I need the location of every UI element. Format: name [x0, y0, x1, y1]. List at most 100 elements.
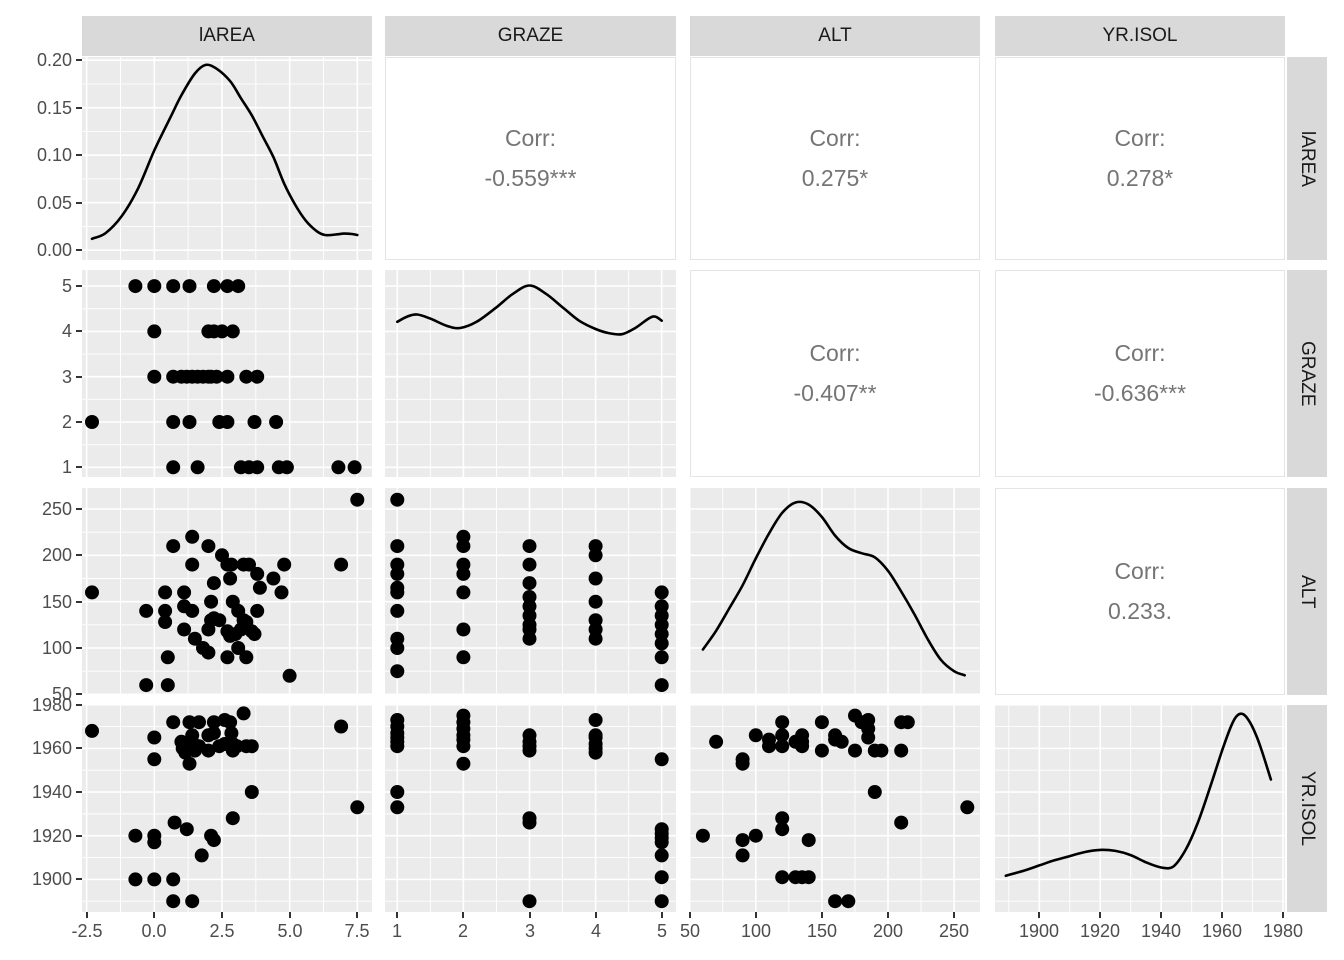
row-strip-label: ALT — [1297, 574, 1318, 609]
y-axis-tick-label: 1 — [61, 457, 72, 477]
corr-value: -0.636*** — [1093, 380, 1187, 406]
x-tick-mark — [689, 912, 691, 918]
row-strip-label: YR.ISOL — [1297, 771, 1318, 846]
x-axis-tick-label: 1920 — [1079, 921, 1121, 941]
row-strip-graze: GRAZE — [1287, 270, 1327, 477]
y-tick-mark — [76, 835, 82, 837]
y-axis-tick-label: 100 — [41, 638, 72, 658]
x-axis-tick-label: 100 — [740, 921, 772, 941]
y-tick-mark — [76, 249, 82, 251]
x-tick-mark — [1221, 912, 1223, 918]
y-tick-mark — [76, 508, 82, 510]
scatter-points — [85, 706, 365, 909]
y-tick-mark — [76, 376, 82, 378]
x-axis-tick-label: 1980 — [1262, 921, 1304, 941]
corr-cell-larea-graze: Corr: -0.559*** — [385, 57, 676, 260]
y-axis-tick-label: 4 — [61, 321, 72, 341]
corr-value: 0.275* — [801, 165, 869, 191]
x-axis-tick-label: 1960 — [1201, 921, 1243, 941]
x-axis-tick-label: 200 — [872, 921, 904, 941]
y-axis-tick-label: 1980 — [31, 695, 72, 715]
y-tick-mark — [76, 466, 82, 468]
y-tick-mark — [76, 693, 82, 695]
x-axis-tick-label: 5 — [656, 921, 667, 941]
y-tick-mark — [76, 791, 82, 793]
corr-cell-graze-alt: Corr: -0.407** — [690, 270, 980, 477]
corr-value: -0.407** — [793, 380, 877, 406]
y-tick-mark — [76, 154, 82, 156]
column-strip-label: lAREA — [199, 25, 255, 46]
y-tick-mark — [76, 202, 82, 204]
corr-value: 0.233. — [1108, 598, 1172, 624]
y-tick-mark — [76, 747, 82, 749]
y-axis-tick-label: 2 — [61, 412, 72, 432]
panel-density-alt — [690, 488, 980, 695]
x-axis-tick-label: 7.5 — [344, 921, 370, 941]
corr-value: 0.278* — [1106, 165, 1174, 191]
panel-density-graze — [385, 270, 676, 477]
corr-label: Corr: — [1114, 340, 1166, 366]
y-axis-tick-label: 0.10 — [36, 145, 72, 165]
x-tick-mark — [289, 912, 291, 918]
corr-label: Corr: — [809, 125, 861, 151]
y-tick-mark — [76, 421, 82, 423]
density-curve — [90, 63, 359, 241]
corr-cell-larea-alt: Corr: 0.275* — [690, 57, 980, 260]
panel-scatter-graze-vs-larea — [82, 270, 372, 477]
density-curve — [396, 284, 663, 336]
y-axis-tick-label: 1900 — [31, 869, 72, 889]
corr-cell-alt-yrisol: Corr: 0.233. — [995, 488, 1285, 695]
y-axis-tick-label: 0.15 — [36, 98, 72, 118]
column-strip-larea: lAREA — [82, 16, 372, 56]
column-strip-label: YR.ISOL — [1102, 25, 1178, 46]
x-tick-mark — [887, 912, 889, 918]
panel-scatter-yrisol-vs-larea — [82, 705, 372, 912]
row-strip-label: GRAZE — [1297, 340, 1318, 407]
row-strip-label: lAREA — [1297, 130, 1318, 187]
corr-cell-graze-yrisol: Corr: -0.636*** — [995, 270, 1285, 477]
x-tick-mark — [221, 912, 223, 918]
x-tick-mark — [661, 912, 663, 918]
y-axis-tick-label: 5 — [61, 276, 72, 296]
x-tick-mark — [595, 912, 597, 918]
corr-label: Corr: — [809, 340, 861, 366]
x-tick-mark — [821, 912, 823, 918]
y-axis-tick-label: 1960 — [31, 738, 72, 758]
x-tick-mark — [1099, 912, 1101, 918]
x-tick-mark — [529, 912, 531, 918]
x-axis-tick-label: 50 — [679, 921, 701, 941]
x-tick-mark — [86, 912, 88, 918]
y-axis-tick-label: 3 — [61, 367, 72, 387]
x-tick-mark — [462, 912, 464, 918]
x-tick-mark — [153, 912, 155, 918]
corr-value: -0.559*** — [484, 165, 577, 191]
scatter-points — [695, 708, 975, 909]
y-tick-mark — [76, 330, 82, 332]
corr-label: Corr: — [1114, 558, 1166, 584]
row-strip-yrisol: YR.ISOL — [1287, 705, 1327, 912]
x-axis-tick-label: -2.5 — [71, 921, 103, 941]
scatter-points — [390, 492, 669, 693]
x-axis-tick-label: 1900 — [1018, 921, 1060, 941]
row-strip-alt: ALT — [1287, 488, 1327, 695]
panel-scatter-yrisol-vs-alt — [690, 705, 980, 912]
y-axis-tick-label: 0.05 — [36, 193, 72, 213]
y-tick-mark — [76, 59, 82, 61]
y-tick-mark — [76, 107, 82, 109]
corr-cell-larea-yrisol: Corr: 0.278* — [995, 57, 1285, 260]
y-axis-tick-label: 1940 — [31, 782, 72, 802]
scatter-points — [390, 708, 669, 909]
y-axis-tick-label: 0.00 — [36, 240, 72, 260]
panel-density-yrisol — [995, 705, 1285, 912]
scatter-points — [85, 492, 365, 693]
x-axis-tick-label: 150 — [806, 921, 838, 941]
corr-label: Corr: — [1114, 125, 1166, 151]
x-tick-mark — [953, 912, 955, 918]
y-axis-tick-label: 150 — [41, 592, 72, 612]
x-axis-tick-label: 1 — [391, 921, 402, 941]
x-axis-tick-label: 1940 — [1140, 921, 1182, 941]
y-axis-tick-label: 1920 — [31, 826, 72, 846]
panel-scatter-yrisol-vs-graze — [385, 705, 676, 912]
x-tick-mark — [755, 912, 757, 918]
